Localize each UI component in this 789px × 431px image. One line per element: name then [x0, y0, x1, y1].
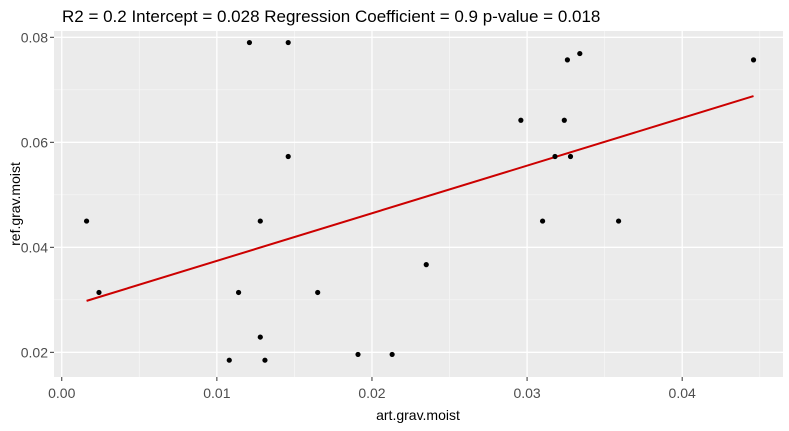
x-tick-label: 0.02 — [358, 385, 385, 401]
data-point — [561, 117, 567, 123]
data-point — [96, 289, 102, 296]
data-point — [577, 50, 583, 57]
y-tick-label: 0.08 — [21, 29, 48, 45]
data-point — [257, 218, 263, 224]
y-tick-label: 0.02 — [21, 344, 48, 360]
data-point — [389, 351, 395, 358]
plot-panel-background — [54, 31, 783, 377]
data-point — [567, 153, 574, 160]
chart-title: R2 = 0.2 Intercept = 0.028 Regression Co… — [62, 7, 600, 26]
data-point — [315, 289, 321, 296]
x-tick-label: 0.03 — [513, 385, 540, 401]
data-point — [564, 57, 571, 63]
x-tick-label: 0.04 — [669, 385, 696, 401]
data-point — [257, 334, 263, 340]
data-point — [355, 351, 361, 358]
regression-line — [86, 95, 754, 302]
data-point — [552, 153, 558, 160]
x-axis: 0.00 0.01 0.02 0.03 0.04 — [48, 377, 696, 401]
regression-line-group — [86, 95, 754, 302]
x-axis-title: art.grav.moist — [376, 407, 460, 423]
data-point — [285, 153, 291, 160]
data-point — [83, 218, 90, 224]
data-point — [262, 357, 268, 363]
data-point — [246, 39, 253, 46]
data-point — [539, 218, 546, 224]
x-tick-label: 0.01 — [203, 385, 230, 401]
data-point — [226, 357, 232, 363]
data-points — [83, 39, 757, 363]
minor-gridlines — [54, 31, 783, 377]
y-axis-title: ref.grav.moist — [7, 162, 23, 246]
data-point — [423, 262, 429, 268]
data-point — [615, 218, 622, 224]
y-tick-label: 0.04 — [21, 239, 48, 255]
data-point — [750, 57, 757, 63]
data-point — [518, 117, 524, 123]
data-point — [285, 39, 291, 46]
data-point — [235, 289, 242, 296]
y-axis: 0.02 0.04 0.06 0.08 — [21, 29, 54, 360]
major-gridlines — [54, 31, 783, 377]
y-tick-label: 0.06 — [21, 134, 48, 150]
x-tick-label: 0.00 — [48, 385, 75, 401]
